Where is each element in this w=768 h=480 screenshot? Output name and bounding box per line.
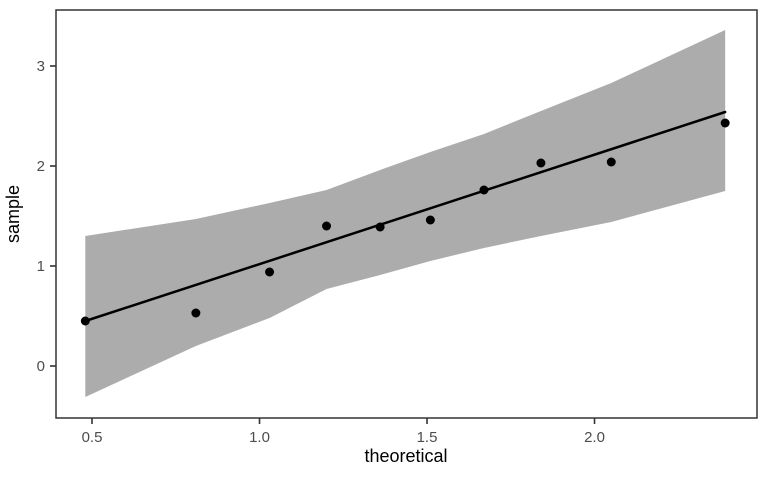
- x-tick-label: 1.5: [417, 429, 438, 446]
- y-tick-label: 0: [37, 358, 45, 375]
- y-tick-label: 1: [37, 258, 45, 275]
- panel-border: [55, 9, 758, 419]
- y-tick-label: 3: [37, 58, 45, 75]
- data-point: [375, 222, 385, 232]
- qq-reference-line: [84, 110, 727, 323]
- x-tick-label: 1.0: [249, 429, 270, 446]
- data-points-group: [80, 118, 730, 326]
- data-point: [322, 221, 332, 231]
- y-axis-title: sample: [3, 185, 23, 243]
- data-point: [606, 157, 616, 167]
- data-point: [80, 316, 90, 326]
- data-point: [720, 118, 730, 128]
- data-point: [425, 215, 435, 225]
- x-tick-label: 0.5: [82, 429, 103, 446]
- x-tick-label: 2.0: [584, 429, 605, 446]
- data-point: [265, 267, 275, 277]
- data-point: [536, 158, 546, 168]
- x-axis-title: theoretical: [364, 446, 447, 466]
- y-tick-label: 2: [37, 158, 45, 175]
- data-point: [191, 308, 201, 318]
- axes-group: 0.5 1.0 1.5 2.0 0 1 2 3: [37, 58, 605, 446]
- confidence-band-area: [85, 30, 726, 397]
- data-point: [479, 185, 489, 195]
